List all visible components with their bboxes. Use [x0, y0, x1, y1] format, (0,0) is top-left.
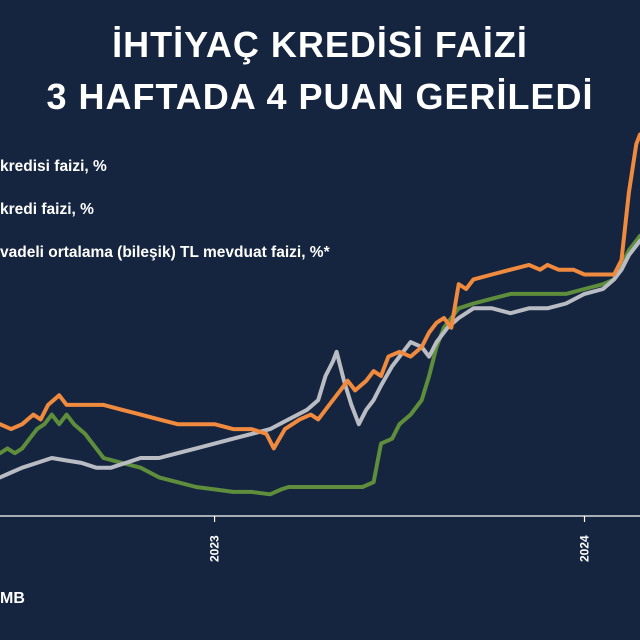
legend-item-series-1: kredisi faizi, %	[0, 158, 107, 175]
series-line-3	[0, 238, 640, 480]
legend-item-series-3: vadeli ortalama (bileşik) TL mevduat fai…	[0, 244, 330, 261]
series-line-2	[0, 233, 640, 497]
x-tick-label: 2024	[578, 535, 592, 562]
series-line-1	[0, 132, 640, 451]
legend-item-series-2: kredi faizi, %	[0, 201, 94, 218]
source-note: MB	[0, 590, 25, 607]
chart-title-line-2: 3 HAFTADA 4 PUAN GERİLEDİ	[46, 76, 594, 117]
chart-title-line-1: İHTİYAÇ KREDİSİ FAİZİ	[112, 24, 528, 65]
x-tick-label: 2023	[208, 535, 222, 562]
